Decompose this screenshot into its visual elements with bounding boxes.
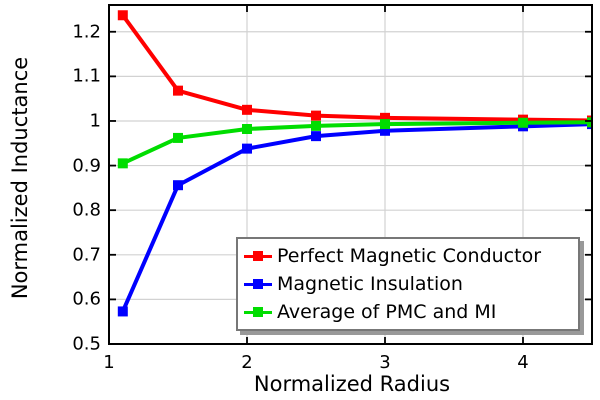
legend: Perfect Magnetic Conductor Magnetic Insu… (236, 237, 580, 331)
series-line-marker-icon (244, 278, 272, 290)
y-tick-label: 1.1 (72, 65, 101, 87)
legend-label: Average of PMC and MI (277, 300, 497, 323)
data-point-marker (587, 117, 593, 128)
series-pmc (117, 10, 593, 126)
data-point-marker (311, 110, 321, 121)
data-point-marker (242, 104, 252, 115)
data-point-marker (117, 10, 128, 21)
legend-item-pmc: Perfect Magnetic Conductor (244, 244, 572, 267)
series-group (117, 10, 593, 317)
legend-item-average: Average of PMC and MI (244, 300, 572, 323)
data-point-marker (380, 125, 390, 136)
y-tick-label: 0.8 (72, 199, 101, 221)
data-point-marker (117, 158, 128, 169)
data-point-marker (173, 180, 183, 191)
data-point-marker (380, 112, 390, 123)
series-line-marker-icon (244, 306, 272, 318)
series-average (117, 117, 593, 169)
x-tick-label: 3 (379, 352, 391, 373)
data-point-marker (173, 85, 183, 96)
x-tick-label: 4 (517, 352, 529, 373)
series-line (121, 14, 593, 123)
data-point-marker (173, 132, 183, 143)
series-line-marker-icon (244, 250, 272, 262)
y-tick-label: 1.2 (72, 21, 101, 43)
y-tick-label: 0.5 (72, 333, 101, 355)
data-point-marker (518, 117, 528, 128)
data-point-marker (311, 131, 321, 142)
axis-frame (108, 4, 593, 345)
y-tick-label: 0.9 (72, 155, 101, 177)
tick-marks (108, 5, 592, 345)
data-point-marker (242, 124, 252, 135)
data-point-marker (242, 143, 252, 154)
data-point-marker (311, 120, 321, 131)
x-tick-label: 2 (241, 352, 253, 373)
x-axis-title: Normalized Radius (253, 372, 451, 396)
y-tick-label: 0.7 (72, 244, 101, 266)
data-point-marker (380, 119, 390, 130)
legend-label: Magnetic Insulation (277, 272, 463, 295)
y-tick-label: 0.6 (72, 288, 101, 310)
legend-label: Perfect Magnetic Conductor (277, 244, 542, 267)
data-point-marker (117, 306, 128, 317)
legend-item-mi: Magnetic Insulation (244, 272, 572, 295)
x-tick-label: 1 (103, 352, 115, 373)
y-tick-label: 1 (89, 110, 101, 132)
